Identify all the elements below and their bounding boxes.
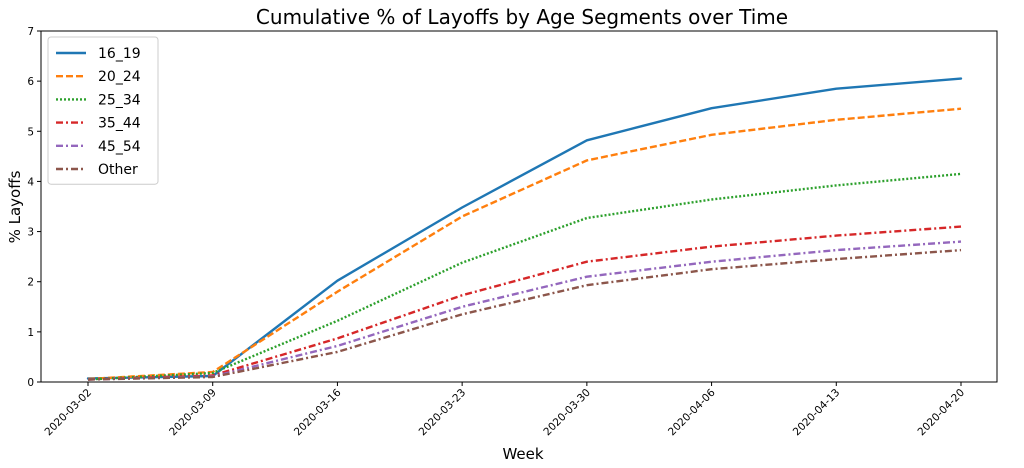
legend-label: Other (98, 162, 138, 178)
y-tick-label: 0 (27, 377, 34, 389)
series-line-25_34 (87, 172, 962, 381)
x-tick-label: 2020-04-06 (666, 386, 718, 438)
y-tick-label: 6 (27, 76, 34, 88)
plot-area: 0 1 2 3 4 5 6 7 2020-03-02 2020-03-09 2020-03-16 20… (27, 26, 967, 438)
x-tick-label: 2020-04-13 (791, 387, 843, 439)
x-axis-label: Week (502, 445, 543, 463)
series-line-Other (87, 248, 962, 381)
y-tick-label: 7 (27, 26, 34, 38)
y-tick-label: 1 (27, 327, 34, 339)
y-tick-label: 4 (27, 176, 34, 188)
series-line-35_44 (87, 225, 962, 381)
y-axis-label: % Layoffs (6, 170, 24, 243)
chart-title: Cumulative % of Layoffs by Age Segments … (256, 5, 788, 29)
y-tick-label: 2 (27, 277, 34, 289)
y-tick-label: 5 (27, 126, 34, 138)
legend-box (47, 36, 159, 185)
series-line-20_24 (87, 107, 962, 381)
series-line-45_54 (87, 240, 962, 381)
x-tick-label: 2020-03-30 (541, 387, 593, 439)
x-tick-label: 2020-03-16 (292, 386, 344, 438)
legend-label: 20_24 (98, 69, 141, 85)
x-tick-label: 2020-03-23 (417, 387, 469, 439)
legend: 16_19 20_24 25_34 35_44 45_54 Other (47, 36, 159, 185)
legend-label: 16_19 (98, 46, 141, 62)
series-line-16_19 (86, 77, 963, 380)
plot-frame (40, 30, 998, 383)
legend-label: 35_44 (98, 116, 141, 132)
legend-label: 25_34 (98, 92, 141, 108)
y-tick-label: 3 (27, 227, 34, 239)
legend-label: 45_54 (98, 139, 141, 155)
x-tick-label: 2020-03-09 (167, 387, 219, 439)
x-tick-label: 2020-03-02 (42, 387, 94, 439)
x-tick-label: 2020-04-20 (915, 387, 967, 439)
